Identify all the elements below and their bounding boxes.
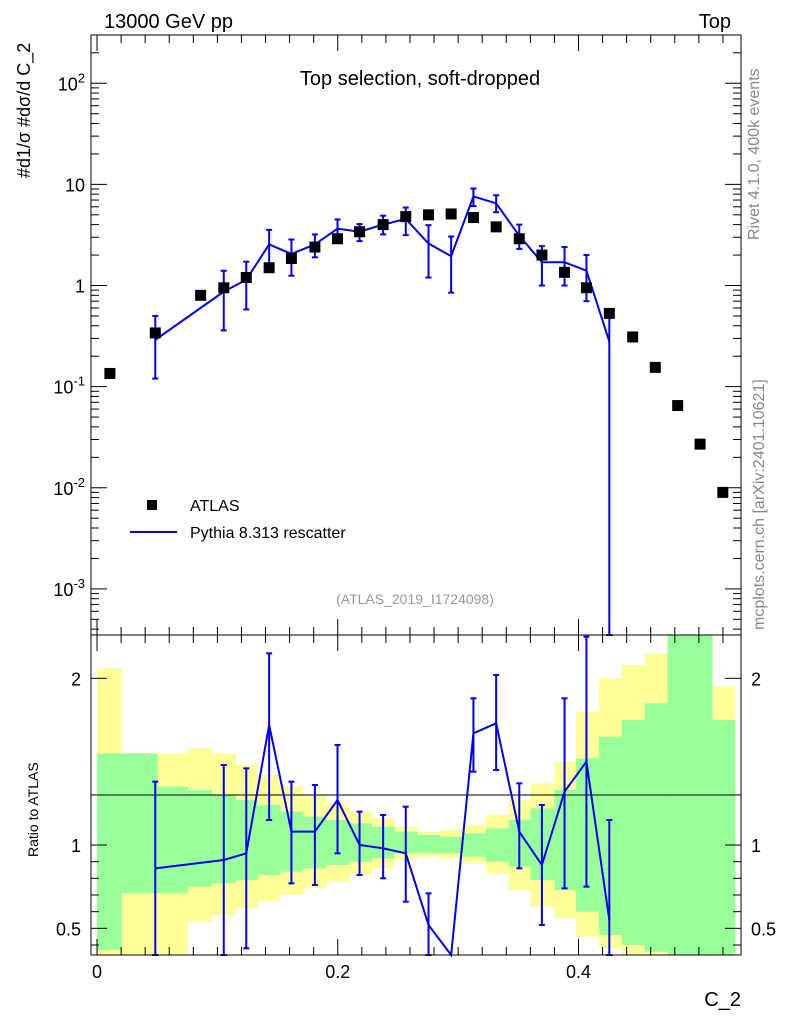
main-y-ticks: 10-3 10-2 10-1 1 10 102 <box>53 34 741 630</box>
band-inner <box>121 753 158 894</box>
y-tick-label: 1 <box>75 277 85 297</box>
atlas-point <box>377 219 389 231</box>
band-inner <box>417 835 441 854</box>
band-inner <box>576 758 600 912</box>
main-series <box>104 187 729 636</box>
atlas-point <box>104 367 116 379</box>
atlas-point <box>195 289 207 301</box>
band-inner <box>485 828 510 862</box>
x-tick-label: 0.2 <box>325 962 350 982</box>
atlas-point <box>513 233 525 245</box>
main-title: Top selection, soft-dropped <box>300 68 540 90</box>
header-right: Top <box>699 11 731 33</box>
ratio-y-ticks: 0.5 0.5 1 1 2 2 <box>56 669 776 946</box>
legend-label-mc: Pythia 8.313 rescatter <box>190 525 346 542</box>
atlas-point <box>490 221 502 233</box>
atlas-point <box>445 208 457 220</box>
atlas-point <box>580 282 592 294</box>
atlas-point <box>149 327 161 339</box>
band-inner <box>644 703 669 952</box>
x-tick-label: 0 <box>92 962 102 982</box>
atlas-point <box>354 226 366 238</box>
atlas-point <box>694 438 706 450</box>
atlas-point <box>603 307 615 319</box>
ratio-tick-label-left: 2 <box>71 669 81 689</box>
ratio-tick-label-left: 1 <box>71 836 81 856</box>
ratio-line <box>155 721 611 958</box>
atlas-point <box>400 211 412 223</box>
atlas-point <box>559 266 571 278</box>
atlas-point <box>467 212 479 224</box>
side-label-bottom: mcplots.cern.ch [arXiv:2401.10621] <box>751 379 768 630</box>
atlas-point <box>672 400 684 412</box>
y-tick-label: 10 <box>65 175 85 195</box>
band-inner <box>598 736 623 935</box>
header-left: 13000 GeV pp <box>104 11 233 33</box>
ratio-tick-label-left: 0.5 <box>56 919 81 939</box>
atlas-point <box>332 233 344 245</box>
side-label-top: Rivet 4.1.0, 400k events <box>746 68 763 240</box>
ratio-y-axis-label: Ratio to ATLAS <box>25 762 41 857</box>
ratio-tick-label-right: 2 <box>751 669 761 689</box>
atlas-point <box>717 486 729 498</box>
main-frame <box>90 34 742 636</box>
atlas-point <box>627 331 639 343</box>
x-axis-ticks: 0 0.2 0.4 <box>92 35 724 982</box>
ratio-frame <box>90 634 742 956</box>
band-inner <box>187 790 212 887</box>
atlas-point <box>285 252 297 264</box>
y-tick-label: 10-2 <box>53 475 85 499</box>
atlas-point <box>309 241 321 253</box>
ratio-tick-label-right: 1 <box>751 836 761 856</box>
band-inner <box>97 753 122 950</box>
atlas-point <box>263 262 275 274</box>
atlas-point <box>423 209 435 221</box>
legend: ATLAS Pythia 8.313 rescatter <box>130 498 346 542</box>
main-panel: 10-3 10-2 10-1 1 10 102 Top selection, soft-d… <box>14 34 742 636</box>
band-inner <box>440 836 464 854</box>
atlas-point <box>218 282 230 294</box>
legend-marker-atlas <box>147 500 157 510</box>
y-tick-label: 102 <box>58 70 85 94</box>
y-tick-label: 10-1 <box>53 374 85 398</box>
ratio-tick-label-right: 0.5 <box>751 919 776 939</box>
band-inner <box>257 805 281 875</box>
x-axis-label: C_2 <box>704 989 741 1011</box>
y-tick-label: 10-3 <box>53 576 85 600</box>
atlas-point <box>649 361 661 373</box>
band-inner <box>712 720 736 955</box>
band-inner <box>157 786 188 894</box>
analysis-label: (ATLAS_2019_I1724098) <box>336 591 494 607</box>
main-y-axis-label: #d1/σ #dσ/d C_2 <box>14 43 35 178</box>
ratio-series <box>152 635 613 958</box>
band-inner <box>462 833 487 857</box>
band-inner <box>621 720 646 945</box>
ratio-panel: 0.5 0.5 1 1 2 2 0 0.2 0.4 Ratio to ATLAS C_2 <box>25 35 776 1011</box>
legend-label-atlas: ATLAS <box>190 498 240 515</box>
x-tick-label: 0.4 <box>566 962 591 982</box>
atlas-point <box>536 249 548 261</box>
atlas-point <box>240 271 252 283</box>
